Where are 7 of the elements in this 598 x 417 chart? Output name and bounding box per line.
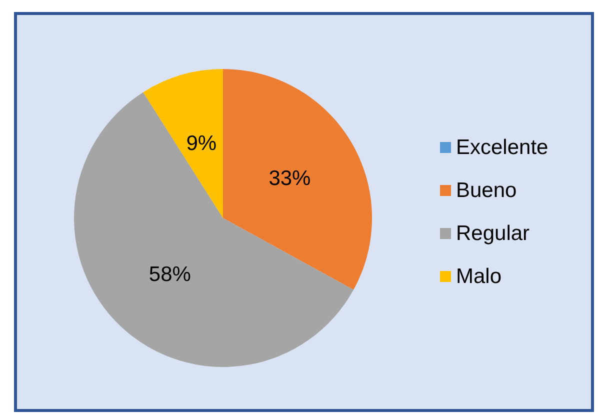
data-label: 9% [186, 132, 217, 156]
legend-label: Excelente [456, 136, 548, 159]
data-label: 58% [148, 262, 191, 286]
legend-label: Bueno [456, 179, 517, 202]
legend-label: Regular [456, 222, 530, 245]
legend-label: Malo [456, 265, 502, 288]
data-label: 33% [268, 167, 311, 190]
